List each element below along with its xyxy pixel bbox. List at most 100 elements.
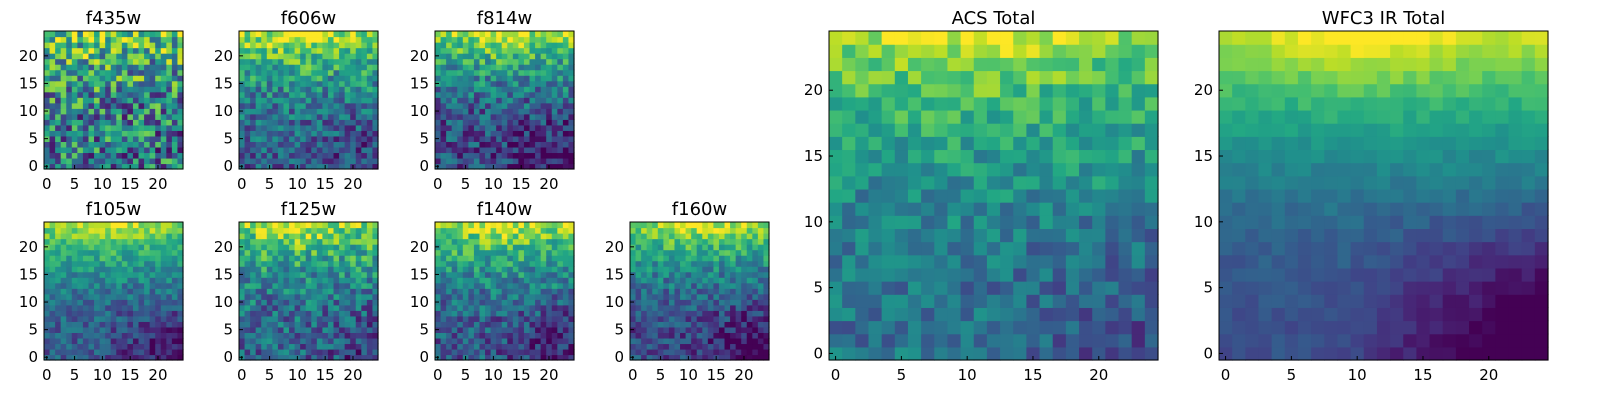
heatmap-cell bbox=[1105, 267, 1120, 282]
heatmap-cell bbox=[746, 354, 753, 361]
heatmap-cell bbox=[71, 244, 78, 251]
heatmap-cell bbox=[641, 238, 648, 245]
heatmap-cell bbox=[144, 141, 151, 148]
heatmap-cell bbox=[355, 141, 362, 148]
heatmap-cell bbox=[507, 266, 514, 273]
heatmap-cell bbox=[250, 42, 257, 49]
heatmap-cell bbox=[316, 47, 323, 54]
heatmap-cell bbox=[132, 227, 140, 234]
heatmap-cell bbox=[160, 146, 167, 154]
heatmap-cell bbox=[66, 277, 73, 284]
heatmap-cell bbox=[921, 254, 935, 269]
heatmap-cell bbox=[1105, 175, 1120, 190]
heatmap-cell bbox=[741, 321, 748, 328]
heatmap-cell bbox=[741, 343, 748, 350]
heatmap-cell bbox=[311, 222, 318, 229]
heatmap-cell bbox=[462, 91, 469, 98]
heatmap-cell bbox=[490, 36, 497, 43]
heatmap-cell bbox=[535, 337, 542, 345]
heatmap-cell bbox=[289, 152, 296, 159]
heatmap-cell bbox=[551, 135, 558, 142]
heatmap-cell bbox=[266, 31, 273, 38]
heatmap-cell bbox=[88, 69, 95, 76]
heatmap-cell bbox=[473, 255, 481, 262]
heatmap-cell bbox=[110, 86, 117, 93]
heatmap-cell bbox=[960, 307, 975, 322]
heatmap-cell bbox=[881, 136, 896, 151]
heatmap-cell bbox=[311, 337, 318, 345]
heatmap-cell bbox=[507, 163, 514, 170]
heatmap-cell bbox=[1000, 294, 1014, 308]
heatmap-cell bbox=[82, 97, 90, 104]
heatmap-cell bbox=[1079, 346, 1093, 361]
heatmap-cell bbox=[71, 238, 78, 245]
heatmap-cell bbox=[457, 157, 464, 165]
heatmap-cell bbox=[49, 321, 56, 328]
heatmap-cell bbox=[986, 346, 1001, 361]
heatmap-cell bbox=[718, 282, 726, 289]
heatmap-cell bbox=[746, 315, 753, 322]
heatmap-cell bbox=[166, 157, 173, 165]
heatmap-cell bbox=[490, 97, 497, 104]
heatmap-cell bbox=[446, 102, 453, 109]
heatmap-cell bbox=[155, 47, 162, 54]
heatmap-cell bbox=[855, 215, 870, 229]
heatmap-cell bbox=[523, 310, 531, 317]
heatmap-cell bbox=[451, 227, 458, 234]
heatmap-cell bbox=[829, 241, 843, 256]
heatmap-cell bbox=[116, 80, 123, 87]
heatmap-cell bbox=[1079, 307, 1093, 322]
heatmap-cell bbox=[82, 244, 90, 251]
heatmap-cell bbox=[546, 326, 553, 333]
heatmap-cell bbox=[350, 304, 357, 311]
heatmap-cell bbox=[485, 146, 492, 154]
heatmap-cell bbox=[177, 47, 184, 54]
heatmap-cell bbox=[490, 293, 497, 300]
heatmap-cell bbox=[496, 86, 503, 93]
heatmap-cell bbox=[239, 348, 246, 356]
heatmap-cell bbox=[110, 244, 117, 251]
heatmap-cell bbox=[71, 119, 78, 126]
heatmap-cell bbox=[1079, 320, 1093, 335]
heatmap-cell bbox=[735, 244, 742, 251]
heatmap-cell bbox=[518, 130, 525, 137]
heatmap-cell bbox=[60, 80, 67, 87]
heatmap-cell bbox=[88, 332, 95, 339]
heatmap-cell bbox=[724, 310, 731, 317]
heatmap-cell bbox=[724, 244, 731, 251]
heatmap-cell bbox=[523, 326, 531, 333]
heatmap-cell bbox=[1118, 320, 1133, 335]
heatmap-cell bbox=[322, 293, 329, 300]
heatmap-cell bbox=[266, 42, 273, 49]
heatmap-cell bbox=[641, 271, 648, 278]
heatmap-cell bbox=[294, 119, 301, 126]
heatmap-cell bbox=[105, 282, 112, 289]
heatmap-cell bbox=[479, 310, 486, 317]
heatmap-cell bbox=[372, 321, 379, 328]
heatmap-cell bbox=[300, 146, 307, 154]
heatmap-cell bbox=[366, 102, 374, 109]
heatmap-cell bbox=[479, 135, 486, 142]
heatmap-cell bbox=[261, 47, 268, 54]
heatmap-cell bbox=[446, 97, 453, 104]
heatmap-cell bbox=[562, 321, 570, 328]
heatmap-cell bbox=[322, 266, 329, 273]
heatmap-cell bbox=[562, 354, 570, 361]
heatmap-cell bbox=[60, 102, 67, 109]
heatmap-cell bbox=[121, 36, 128, 43]
heatmap-cell bbox=[77, 91, 84, 98]
heatmap-cell bbox=[116, 332, 123, 339]
heatmap-cell bbox=[372, 310, 379, 317]
heatmap-cell bbox=[255, 124, 262, 131]
heatmap-cell bbox=[166, 146, 173, 154]
heatmap-cell bbox=[960, 267, 975, 282]
heatmap-cell bbox=[138, 42, 145, 49]
heatmap-cell bbox=[473, 266, 481, 273]
heatmap-cell bbox=[630, 282, 637, 289]
heatmap-cell bbox=[529, 244, 536, 251]
heatmap-cell bbox=[490, 53, 497, 60]
heatmap-cell bbox=[266, 97, 273, 104]
heatmap-cell bbox=[668, 255, 676, 262]
heatmap-cell bbox=[333, 266, 340, 273]
heatmap-cell bbox=[110, 315, 117, 322]
